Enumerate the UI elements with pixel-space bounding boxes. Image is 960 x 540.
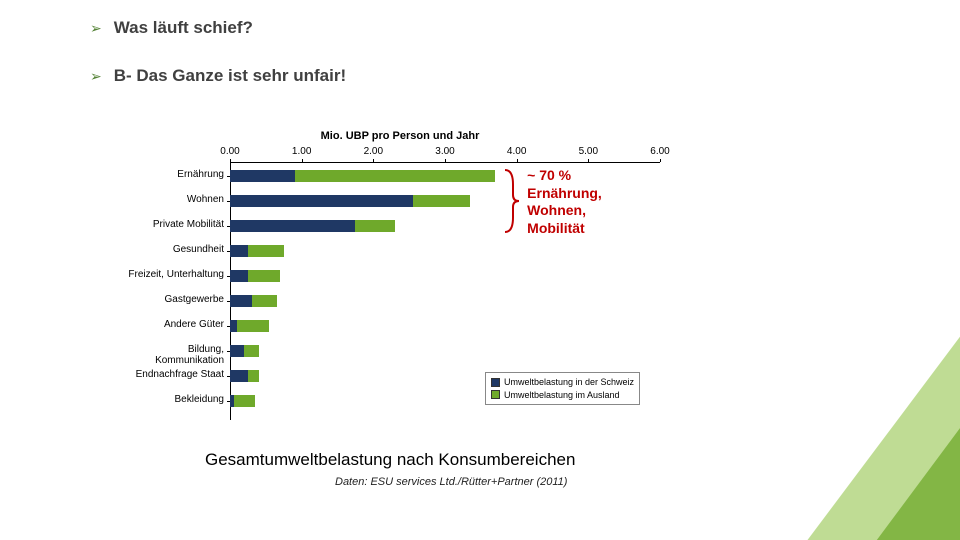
category-label: Freizeit, Unterhaltung <box>124 269 224 280</box>
bullet-item: ➢ B- Das Ganze ist sehr unfair! <box>90 66 346 86</box>
category-label: Gastgewerbe <box>124 294 224 305</box>
x-tick-label: 6.00 <box>646 146 674 157</box>
bar-segment-ausland <box>234 395 256 407</box>
legend-item: Umweltbelastung im Ausland <box>491 389 634 402</box>
bar-segment-schweiz <box>230 220 355 232</box>
arrow-icon: ➢ <box>90 20 102 37</box>
bar-segment-ausland <box>413 195 470 207</box>
x-tick-mark <box>588 159 589 162</box>
legend-label: Umweltbelastung in der Schweiz <box>504 376 634 389</box>
bar-segment-ausland <box>252 295 277 307</box>
bar-segment-ausland <box>248 245 284 257</box>
caption-sub: Daten: ESU services Ltd./Rütter+Partner … <box>335 476 575 488</box>
bullet-item: ➢ Was läuft schief? <box>90 18 346 38</box>
category-label: Wohnen <box>124 194 224 205</box>
category-label: Private Mobilität <box>124 219 224 230</box>
x-axis-line <box>230 162 660 163</box>
x-tick-label: 5.00 <box>574 146 602 157</box>
category-label: Ernährung <box>124 169 224 180</box>
bar-segment-schweiz <box>230 270 248 282</box>
legend: Umweltbelastung in der SchweizUmweltbela… <box>485 372 640 405</box>
bullet-text: B- Das Ganze ist sehr unfair! <box>114 66 346 86</box>
annotation-line: Mobilität <box>527 220 602 238</box>
bar-segment-ausland <box>248 270 280 282</box>
bar-segment-schweiz <box>230 370 248 382</box>
bullet-text: Was läuft schief? <box>114 18 253 38</box>
x-tick-label: 2.00 <box>359 146 387 157</box>
chart-title: Mio. UBP pro Person und Jahr <box>120 130 680 142</box>
bar-segment-schweiz <box>230 320 237 332</box>
chart-caption: Gesamtumweltbelastung nach Konsumbereich… <box>205 450 575 488</box>
annotation-line: Wohnen, <box>527 202 602 220</box>
category-label: Bekleidung <box>124 394 224 405</box>
x-tick-label: 4.00 <box>503 146 531 157</box>
bar-segment-ausland <box>244 345 258 357</box>
category-label: Andere Güter <box>124 319 224 330</box>
bar-segment-schweiz <box>230 345 244 357</box>
bar-segment-ausland <box>248 370 259 382</box>
category-label: Endnachfrage Staat <box>124 369 224 380</box>
x-tick-mark <box>660 159 661 162</box>
annotation-line: Ernährung, <box>527 185 602 203</box>
category-label: Gesundheit <box>124 244 224 255</box>
arrow-icon: ➢ <box>90 68 102 85</box>
legend-swatch-icon <box>491 378 500 387</box>
legend-swatch-icon <box>491 390 500 399</box>
x-tick-mark <box>445 159 446 162</box>
legend-label: Umweltbelastung im Ausland <box>504 389 620 402</box>
bar-segment-ausland <box>295 170 496 182</box>
x-tick-label: 0.00 <box>216 146 244 157</box>
bar-segment-schweiz <box>230 170 295 182</box>
bar-segment-ausland <box>237 320 269 332</box>
x-tick-mark <box>373 159 374 162</box>
x-tick-label: 1.00 <box>288 146 316 157</box>
caption-main: Gesamtumweltbelastung nach Konsumbereich… <box>205 450 575 470</box>
chart-annotation: ~ 70 %Ernährung,Wohnen,Mobilität <box>527 167 602 237</box>
bar-segment-schweiz <box>230 195 413 207</box>
x-tick-label: 3.00 <box>431 146 459 157</box>
x-tick-mark <box>302 159 303 162</box>
category-label: Bildung, Kommunikation <box>124 344 224 366</box>
slide: ➢ Was läuft schief? ➢ B- Das Ganze ist s… <box>0 0 960 540</box>
bar-segment-schweiz <box>230 245 248 257</box>
bar-segment-schweiz <box>230 295 252 307</box>
legend-item: Umweltbelastung in der Schweiz <box>491 376 634 389</box>
bracket-icon <box>503 168 521 234</box>
x-tick-mark <box>517 159 518 162</box>
bullet-list: ➢ Was läuft schief? ➢ B- Das Ganze ist s… <box>90 18 346 114</box>
bar-segment-ausland <box>355 220 394 232</box>
annotation-line: ~ 70 % <box>527 167 602 185</box>
